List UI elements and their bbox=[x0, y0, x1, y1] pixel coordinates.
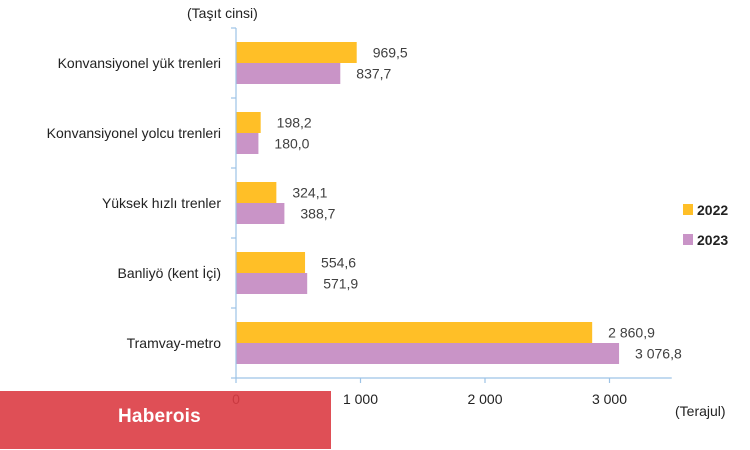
legend-swatch-2022 bbox=[683, 204, 693, 215]
category-label: Tramvay-metro bbox=[127, 335, 222, 351]
bar-2023 bbox=[236, 343, 620, 364]
category-label: Yüksek hızlı trenler bbox=[102, 195, 221, 211]
x-tick-label: 2 000 bbox=[467, 391, 502, 407]
data-label: 324,1 bbox=[292, 185, 327, 201]
category-label: Konvansiyonel yolcu trenleri bbox=[47, 125, 221, 141]
bar-2023 bbox=[236, 63, 341, 84]
legend-label-2023: 2023 bbox=[697, 232, 728, 248]
bar-2023 bbox=[236, 133, 259, 154]
x-tick-label: 3 000 bbox=[592, 391, 627, 407]
category-label: Konvansiyonel yük trenleri bbox=[58, 55, 221, 71]
data-label: 2 860,9 bbox=[608, 325, 655, 341]
bar-2022 bbox=[236, 42, 357, 63]
legend: 2022 2023 bbox=[683, 202, 728, 248]
data-label: 3 076,8 bbox=[635, 346, 682, 362]
bar-2023 bbox=[236, 203, 285, 224]
data-label: 180,0 bbox=[274, 136, 309, 152]
plot-area: Konvansiyonel yük trenleri 969,5 837,7 Konv… bbox=[47, 27, 682, 407]
y-axis-title: (Taşıt cinsi) bbox=[187, 5, 258, 21]
legend-label-2022: 2022 bbox=[697, 202, 728, 218]
data-label: 388,7 bbox=[300, 206, 335, 222]
bar-2022 bbox=[236, 252, 306, 273]
data-label: 554,6 bbox=[321, 255, 356, 271]
watermark-banner: Haberois bbox=[0, 391, 331, 449]
data-label: 571,9 bbox=[323, 276, 358, 292]
data-label: 969,5 bbox=[373, 45, 408, 61]
data-label: 198,2 bbox=[277, 115, 312, 131]
category-label: Banliyö (kent İçi) bbox=[118, 264, 221, 281]
legend-swatch-2023 bbox=[683, 234, 693, 245]
bar-2022 bbox=[236, 112, 261, 133]
x-axis-title: (Terajul) bbox=[675, 403, 726, 419]
bar-2023 bbox=[236, 273, 308, 294]
x-tick-label: 1 000 bbox=[343, 391, 378, 407]
bar-2022 bbox=[236, 322, 593, 343]
watermark-text: Haberois bbox=[118, 406, 201, 427]
bar-2022 bbox=[236, 182, 277, 203]
data-label: 837,7 bbox=[356, 66, 391, 82]
